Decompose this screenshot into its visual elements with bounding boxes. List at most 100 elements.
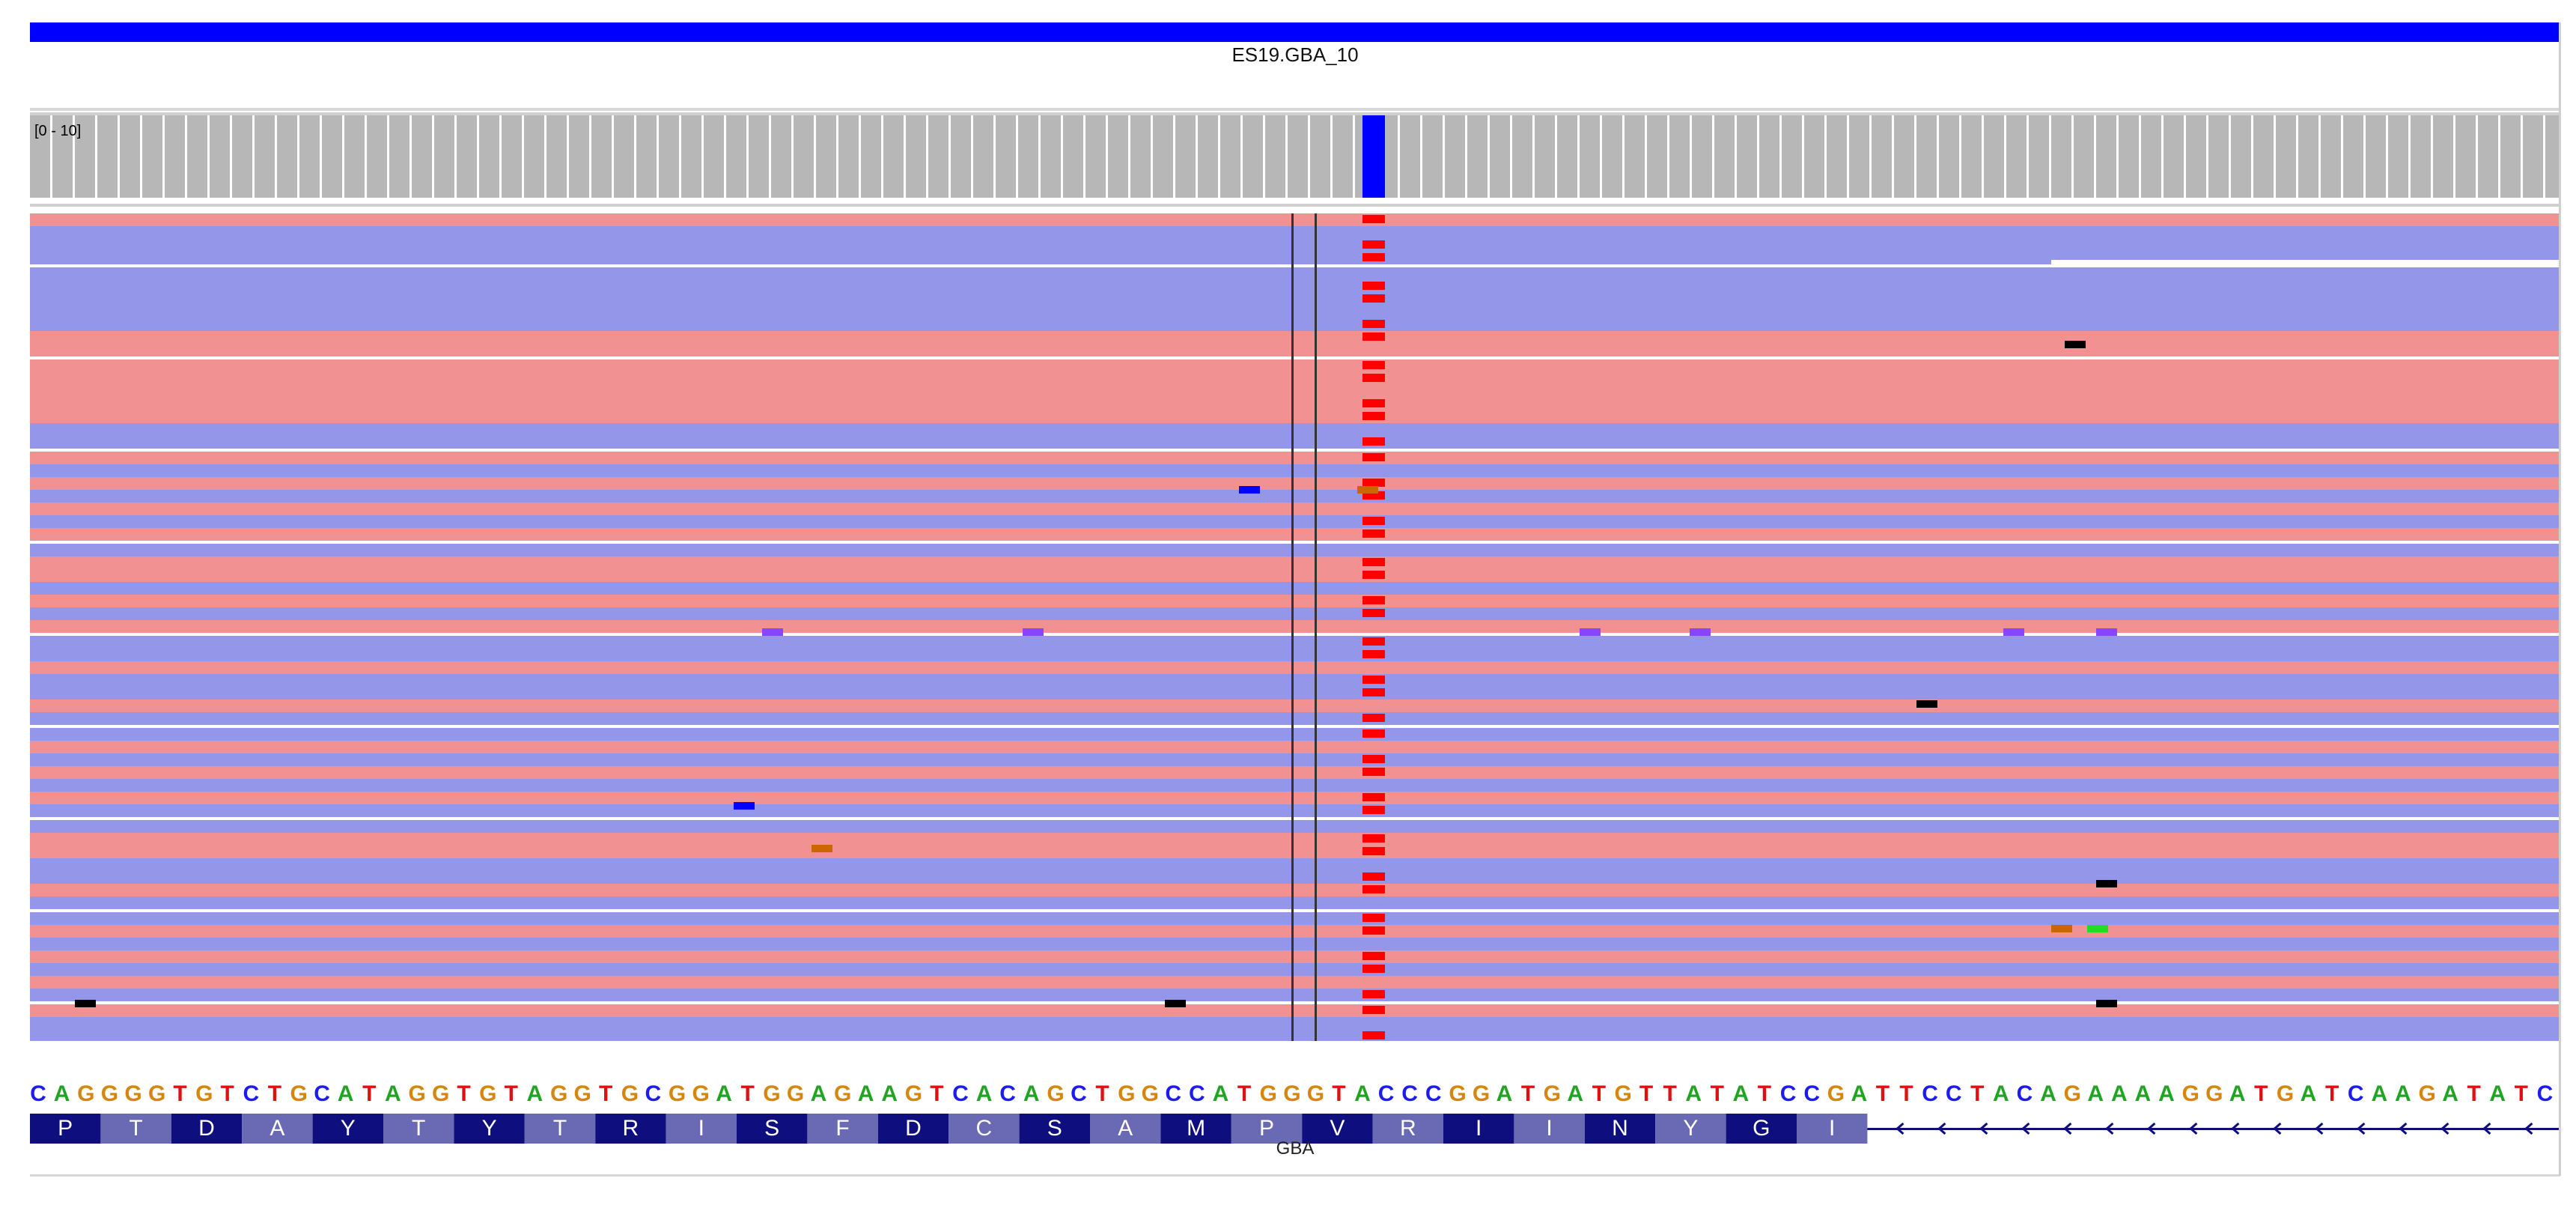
coverage-histogram — [30, 115, 2566, 198]
coverage-bar — [1625, 115, 1645, 198]
variant-marker — [1690, 628, 1711, 636]
amino-acid-box — [1655, 1114, 1726, 1144]
amino-acid-box — [666, 1114, 737, 1144]
forward-read — [30, 252, 2560, 264]
amino-acid-label: S — [1047, 1116, 1062, 1141]
coverage-bar — [1827, 115, 1847, 198]
alignment-track[interactable] — [30, 213, 2560, 1041]
reference-base: A — [1496, 1081, 1513, 1106]
mismatch-base — [1362, 558, 1385, 566]
reference-base: C — [314, 1081, 330, 1106]
coverage-bar — [1130, 115, 1151, 198]
amino-acid-box — [524, 1114, 596, 1144]
coverage-bar — [704, 115, 724, 198]
reference-base: A — [2371, 1081, 2388, 1106]
reference-base: G — [1283, 1081, 1301, 1106]
mismatch-base — [1362, 399, 1385, 407]
variant-marker — [1023, 628, 1044, 636]
reverse-read — [30, 1004, 2560, 1017]
coverage-bar — [165, 115, 185, 198]
coverage-bar — [1333, 115, 1353, 198]
coverage-bar — [1894, 115, 1914, 198]
reference-base: T — [2254, 1081, 2268, 1106]
coverage-bar — [322, 115, 342, 198]
mismatch-base — [1362, 688, 1385, 696]
amino-acid-box — [737, 1114, 808, 1144]
forward-read — [30, 753, 2560, 766]
coverage-bar — [838, 115, 859, 198]
coverage-bar — [883, 115, 904, 198]
coverage-bar — [2186, 115, 2206, 198]
center-guide-line — [1315, 213, 1317, 1041]
mismatch-base — [1362, 453, 1385, 461]
coverage-bar — [30, 115, 50, 198]
reference-base: G — [2276, 1081, 2295, 1106]
reference-base: C — [1189, 1081, 1205, 1106]
forward-read — [30, 636, 2560, 649]
reference-base: A — [1212, 1081, 1229, 1106]
variant-marker — [75, 1000, 96, 1007]
reverse-read — [30, 359, 2560, 372]
forward-read — [30, 490, 2560, 503]
amino-acid-box — [383, 1114, 454, 1144]
reverse-read — [30, 661, 2560, 674]
sample-header: ES19.GBA_10 — [30, 42, 2560, 111]
strand-arrow — [2357, 1122, 2366, 1135]
mismatch-base — [1362, 609, 1385, 617]
reverse-read — [30, 398, 2560, 410]
coverage-bar — [1602, 115, 1622, 198]
amino-acid-label: I — [1829, 1116, 1836, 1141]
reverse-read — [30, 950, 2560, 963]
coverage-bar — [1445, 115, 1465, 198]
sample-name: ES19.GBA_10 — [1231, 43, 1359, 66]
variant-marker — [1357, 486, 1378, 494]
strand-arrow — [1896, 1122, 1904, 1135]
forward-read — [30, 712, 2560, 725]
reference-base: A — [1354, 1081, 1371, 1106]
reference-base: C — [1165, 1081, 1182, 1106]
coverage-bar — [1961, 115, 1982, 198]
variant-marker — [2003, 628, 2024, 636]
amino-acid-label: N — [1612, 1116, 1628, 1141]
forward-read — [30, 267, 2560, 280]
coverage-track[interactable] — [30, 112, 2566, 207]
mismatch-base — [1362, 1031, 1385, 1039]
amino-acid-box — [1231, 1114, 1303, 1144]
coverage-bar — [2366, 115, 2386, 198]
reference-base: A — [2110, 1081, 2128, 1106]
coverage-bar — [681, 115, 701, 198]
coverage-bar — [996, 115, 1016, 198]
coverage-bar — [2478, 115, 2498, 198]
reference-base: G — [195, 1081, 213, 1106]
reference-base: T — [1237, 1081, 1252, 1106]
variant-marker — [2096, 628, 2117, 636]
amino-acid-box — [877, 1114, 949, 1144]
mismatch-base — [1362, 847, 1385, 855]
reference-base: G — [763, 1081, 781, 1106]
amino-acid-label: I — [698, 1116, 704, 1141]
amino-acid-label: I — [1476, 1116, 1482, 1141]
mismatch-base — [1362, 965, 1385, 973]
reference-base: T — [1757, 1081, 1772, 1106]
reference-base: T — [1710, 1081, 1724, 1106]
mismatch-base — [1362, 320, 1385, 328]
forward-read — [30, 280, 2560, 293]
forward-read — [30, 607, 2560, 620]
reference-base: T — [740, 1081, 755, 1106]
forward-read — [30, 544, 2560, 556]
coverage-bar — [1535, 115, 1555, 198]
coverage-bar — [1041, 115, 1061, 198]
strand-arrow — [2482, 1122, 2491, 1135]
mismatch-base — [1362, 479, 1385, 487]
reference-base: T — [362, 1081, 377, 1106]
strand-arrow — [2147, 1122, 2156, 1135]
strand-arrow — [2315, 1122, 2324, 1135]
reference-base: T — [2324, 1081, 2339, 1106]
reference-base: T — [173, 1081, 187, 1106]
variant-marker — [762, 628, 783, 636]
reference-base: T — [2514, 1081, 2528, 1106]
coverage-bar — [2096, 115, 2116, 198]
forward-read — [30, 896, 2560, 909]
mismatch-base — [1362, 240, 1385, 249]
